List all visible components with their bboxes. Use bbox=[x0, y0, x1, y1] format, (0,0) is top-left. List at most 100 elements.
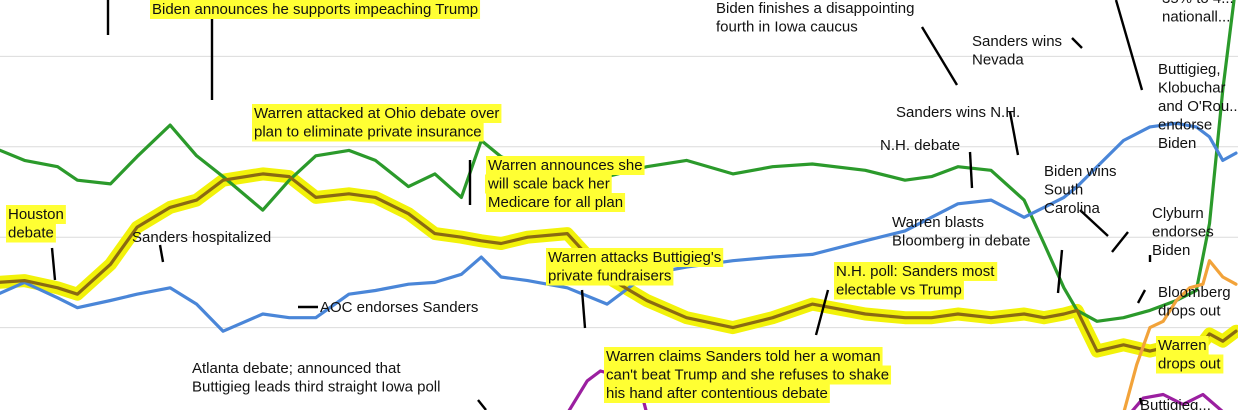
annotation-text: will scale back her bbox=[487, 176, 610, 193]
annotation-text: Houston bbox=[8, 206, 64, 223]
annotation: Atlanta debate; announced that Buttigieg … bbox=[192, 360, 440, 396]
annotation-text: his hand after contentious debate bbox=[606, 385, 828, 402]
annotation-leader bbox=[814, 289, 830, 336]
annotation-text: Warren blasts bbox=[892, 214, 984, 231]
annotation-text: Biden wins bbox=[1044, 163, 1117, 180]
annotation: Buttigieg... bbox=[1140, 397, 1211, 410]
annotation-text: private fundraisers bbox=[548, 268, 671, 285]
annotation-text: drops out bbox=[1158, 356, 1221, 373]
annotation-text: Atlanta debate; announced that bbox=[192, 360, 401, 377]
annotation-leader bbox=[1008, 111, 1020, 156]
annotation: Biden finishes a disappointing fourth in … bbox=[716, 0, 914, 36]
annotation-highlight bbox=[546, 266, 674, 286]
annotation-text: Bloomberg in debate bbox=[892, 233, 1030, 250]
annotation-highlight bbox=[834, 262, 998, 281]
annotation-leader bbox=[580, 289, 587, 329]
annotation: AOC endorses Sanders bbox=[320, 299, 478, 316]
annotation: N.H. debate bbox=[880, 137, 960, 154]
annotation-text: Warren attacks Buttigieg's bbox=[548, 249, 721, 266]
annotation-text: Clyburn bbox=[1152, 205, 1204, 222]
sanders-series-line bbox=[0, 121, 1238, 333]
annotation-text: Sanders hospitalized bbox=[132, 229, 271, 246]
annotation-text: AOC endorses Sanders bbox=[320, 299, 478, 316]
bloomberg-series-line bbox=[1122, 259, 1238, 410]
annotation: Biden announces he supports impeaching T… bbox=[150, 0, 481, 19]
annotation-text: drops out bbox=[1158, 303, 1221, 320]
annotation-text: N.H. debate bbox=[880, 137, 960, 154]
annotation-leader bbox=[477, 399, 487, 410]
annotation-text: Biden finishes a disappointing bbox=[716, 0, 914, 17]
annotation-text: Warren claims Sanders told her a woman bbox=[606, 348, 881, 365]
annotation: Sanders wins N.H. bbox=[896, 104, 1020, 121]
annotation-highlight bbox=[150, 0, 481, 19]
annotation-leader bbox=[920, 26, 959, 86]
annotation: Warren attacked at Ohio debate over plan … bbox=[252, 104, 502, 142]
annotation-leader bbox=[968, 151, 974, 189]
annotation: N.H. poll: Sanders most electable vs Trum… bbox=[834, 262, 998, 300]
warren-series-line bbox=[0, 172, 1238, 353]
annotation-highlight bbox=[485, 174, 612, 194]
annotation-text: Warren bbox=[1158, 337, 1207, 354]
annotation-text: endorses bbox=[1152, 224, 1214, 241]
annotation-highlight bbox=[546, 248, 724, 267]
annotation-leader bbox=[50, 247, 57, 281]
annotation-highlight bbox=[252, 122, 484, 142]
annotation-leader bbox=[1079, 209, 1109, 237]
annotation-highlight bbox=[252, 104, 502, 123]
annotation-leader bbox=[1071, 37, 1083, 49]
annotation-text: Sanders wins bbox=[972, 33, 1062, 50]
annotation: 35% to 4... nationall... bbox=[1162, 0, 1234, 26]
annotation-text: Biden bbox=[1152, 242, 1190, 259]
annotation-text: South bbox=[1044, 182, 1083, 199]
annotation-text: endorse bbox=[1158, 117, 1212, 134]
annotation-text: fourth in Iowa caucus bbox=[716, 19, 858, 36]
annotation-text: Buttigieg, bbox=[1158, 61, 1221, 78]
annotation-highlight bbox=[1156, 336, 1209, 355]
annotation-leader bbox=[158, 244, 165, 263]
annotation-text: Warren attacked at Ohio debate over bbox=[254, 105, 499, 122]
annotation: Warren claims Sanders told her a woman ca… bbox=[604, 347, 892, 403]
grid-lines bbox=[0, 55, 1238, 329]
annotation: Sanders hospitalized bbox=[132, 229, 271, 246]
annotation-text: and O'Rou... bbox=[1158, 98, 1238, 115]
annotation-highlight bbox=[834, 280, 964, 300]
annotation-leader bbox=[1136, 289, 1147, 304]
annotation-text: nationall... bbox=[1162, 9, 1230, 26]
annotation-highlight bbox=[1156, 354, 1224, 374]
annotation-highlight bbox=[604, 347, 883, 366]
annotation-highlight bbox=[6, 205, 66, 224]
annotation-text: Nevada bbox=[972, 52, 1024, 69]
annotation-text: Klobuchar bbox=[1158, 80, 1226, 97]
annotation-highlight bbox=[604, 365, 892, 385]
annotation-text: Warren announces she bbox=[488, 157, 643, 174]
annotation-highlight bbox=[6, 223, 56, 243]
annotation-leader bbox=[1056, 249, 1064, 294]
annotation-leader bbox=[1111, 231, 1129, 253]
annotation-text: Biden announces he supports impeaching T… bbox=[152, 1, 478, 18]
annotation: Warren attacks Buttigieg's private fundra… bbox=[546, 248, 724, 286]
annotation-text: can't beat Trump and she refuses to shak… bbox=[606, 367, 889, 384]
annotation-text: Medicare for all plan bbox=[488, 194, 623, 211]
annotation: Houston debate bbox=[6, 205, 66, 243]
annotation-highlight bbox=[486, 156, 645, 175]
annotation-highlight bbox=[604, 384, 830, 403]
annotation-text: N.H. poll: Sanders most bbox=[836, 263, 995, 280]
annotation-text: Biden bbox=[1158, 135, 1196, 152]
annotation-text: plan to eliminate private insurance bbox=[254, 124, 482, 141]
annotation-highlight bbox=[486, 193, 626, 212]
annotation-text: Bloomberg bbox=[1158, 284, 1231, 301]
annotation-leader-lines bbox=[50, 0, 1152, 410]
annotation-text: electable vs Trump bbox=[836, 282, 962, 299]
annotation-text: Sanders wins N.H. bbox=[896, 104, 1020, 121]
annotation-leader bbox=[1138, 397, 1144, 406]
annotation: Sanders wins Nevada bbox=[972, 33, 1062, 69]
annotation-text: Carolina bbox=[1044, 200, 1101, 217]
annotation-text: Buttigieg leads third straight Iowa poll bbox=[192, 379, 440, 396]
annotation-text: 35% to 4... bbox=[1162, 0, 1234, 7]
annotation-text: Buttigieg... bbox=[1140, 397, 1211, 410]
annotation-labels: Biden announces he supports impeaching T… bbox=[6, 0, 1238, 410]
